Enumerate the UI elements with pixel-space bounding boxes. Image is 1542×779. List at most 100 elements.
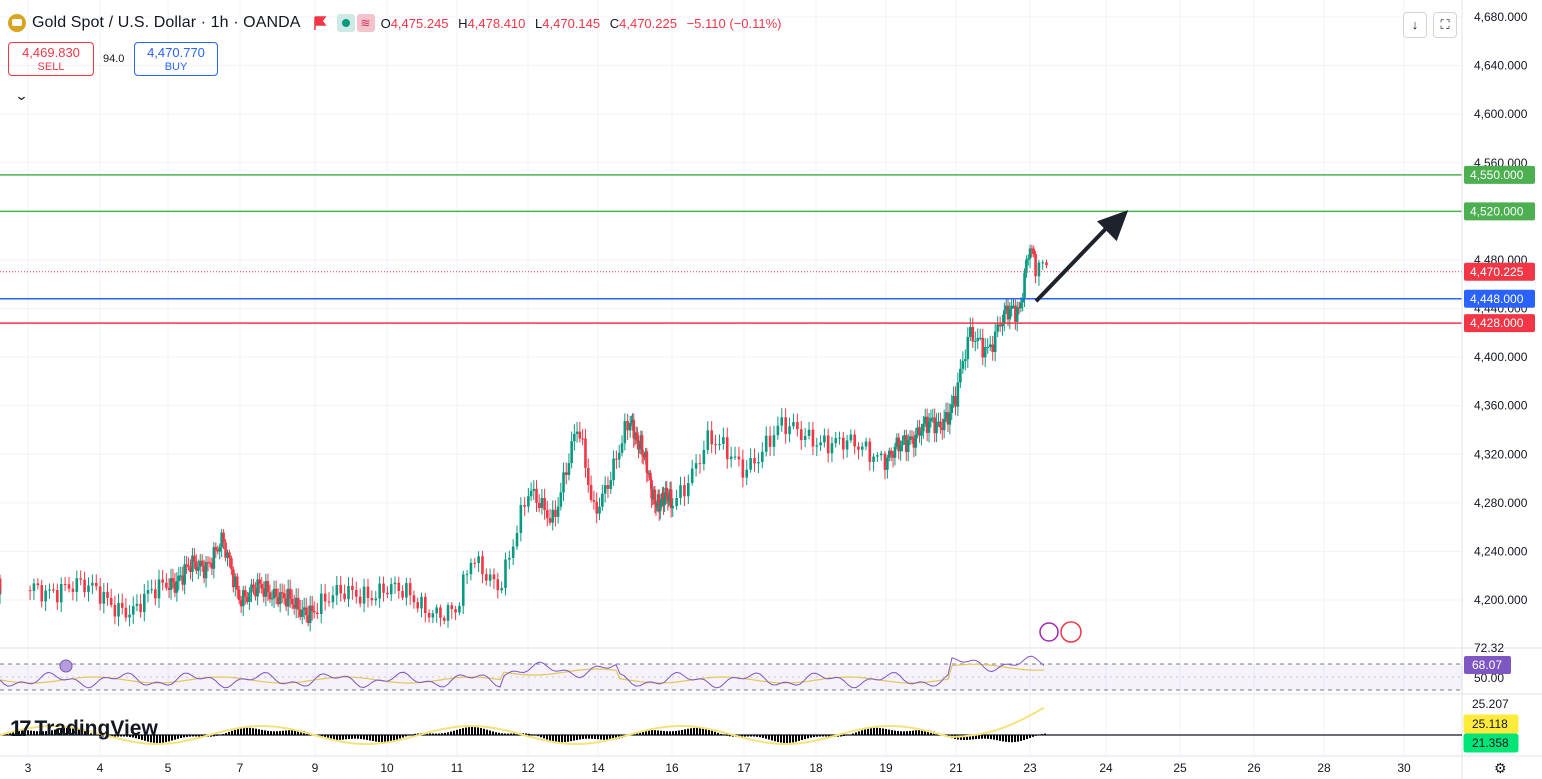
osc-bar bbox=[681, 729, 683, 735]
chart-header: Gold Spot / U.S. Dollar · 1h · OANDA ≋ O… bbox=[8, 14, 788, 32]
osc-bar bbox=[504, 733, 506, 735]
candle-body bbox=[584, 438, 587, 468]
osc-bar bbox=[486, 729, 488, 735]
arrow-shaft[interactable] bbox=[1034, 222, 1112, 303]
y-tick-label: 4,200.000 bbox=[1474, 593, 1528, 607]
candle-body bbox=[645, 451, 649, 473]
candle-body bbox=[358, 596, 362, 604]
x-tick-label: 16 bbox=[665, 761, 679, 775]
candle-body bbox=[435, 607, 438, 614]
candle-body bbox=[91, 582, 94, 586]
osc-bar bbox=[270, 731, 272, 735]
candle-body bbox=[335, 585, 339, 596]
arrow-head[interactable] bbox=[1097, 210, 1129, 242]
candle-body bbox=[250, 584, 253, 593]
candle-body bbox=[637, 440, 640, 450]
candle-body bbox=[929, 418, 933, 422]
osc-bar bbox=[558, 735, 560, 743]
candle-body bbox=[248, 592, 251, 602]
candle-body bbox=[1025, 259, 1028, 273]
candle-body bbox=[1012, 305, 1015, 307]
download-icon[interactable]: ↓ bbox=[1403, 12, 1427, 38]
osc-bar bbox=[1026, 735, 1028, 740]
candle-body bbox=[423, 596, 427, 613]
candle-body bbox=[274, 588, 278, 597]
osc-bar bbox=[225, 733, 227, 735]
osc-bar bbox=[996, 735, 998, 741]
candle-body bbox=[971, 327, 975, 342]
osc-bar bbox=[768, 735, 770, 740]
osc-bar bbox=[51, 730, 53, 735]
candle-body bbox=[230, 558, 233, 570]
osc-bar bbox=[747, 735, 749, 737]
candle-body bbox=[212, 547, 216, 569]
osc-bar bbox=[495, 732, 497, 735]
candle-body bbox=[235, 576, 239, 590]
osc-bar bbox=[153, 735, 155, 743]
candle-body bbox=[532, 488, 536, 491]
candle-body bbox=[983, 347, 987, 358]
candle-body bbox=[714, 444, 717, 446]
osc-bar bbox=[165, 735, 167, 743]
osc-bar bbox=[882, 728, 884, 735]
tradingview-logo: 17 TradingView bbox=[10, 716, 158, 742]
candle-body bbox=[823, 435, 826, 443]
osc-bar bbox=[591, 735, 593, 739]
candle-body bbox=[655, 505, 659, 508]
candle-body bbox=[671, 506, 675, 509]
sell-button[interactable]: 4,469.830 SELL bbox=[8, 42, 94, 76]
lightning-event-icon[interactable] bbox=[1039, 622, 1059, 642]
candle-body bbox=[477, 556, 480, 564]
osc-bar bbox=[471, 727, 473, 735]
candle-body bbox=[1023, 272, 1026, 298]
candle-body bbox=[67, 584, 71, 589]
candle-body bbox=[876, 455, 879, 457]
candle-body bbox=[189, 567, 192, 573]
data-status-icon[interactable]: ≋ bbox=[356, 14, 375, 32]
candle-body bbox=[193, 555, 196, 562]
candle-body bbox=[319, 593, 323, 614]
market-open-icon[interactable] bbox=[336, 14, 355, 32]
osc-bar bbox=[363, 735, 365, 740]
osc-bar bbox=[1020, 735, 1022, 741]
osc-bar bbox=[258, 729, 260, 735]
fullscreen-icon[interactable]: ⛶ bbox=[1433, 12, 1457, 38]
candle-body bbox=[481, 556, 484, 575]
candle-body bbox=[933, 417, 936, 434]
osc-bar bbox=[537, 735, 539, 737]
osc-bar bbox=[804, 735, 806, 740]
osc-bar bbox=[912, 730, 914, 735]
osc-bar bbox=[351, 735, 353, 739]
candle-body bbox=[232, 569, 235, 588]
candle-body bbox=[912, 438, 916, 448]
candle-body bbox=[741, 459, 745, 478]
osc-bar bbox=[291, 730, 293, 735]
candle-body bbox=[135, 603, 139, 607]
symbol-title[interactable]: Gold Spot / U.S. Dollar · 1h · OANDA bbox=[32, 14, 301, 31]
osc-bar bbox=[171, 735, 173, 741]
candle-body bbox=[636, 432, 639, 441]
settings-gear-icon[interactable]: ⚙ bbox=[1494, 760, 1507, 776]
osc-bar bbox=[978, 735, 980, 739]
candle-body bbox=[722, 437, 725, 444]
osc-bar bbox=[750, 735, 752, 737]
level-tag bbox=[1464, 262, 1535, 281]
osc-bar bbox=[876, 727, 878, 735]
us-flag-event-icon[interactable] bbox=[1060, 621, 1082, 643]
rsi-settings-icon[interactable] bbox=[59, 659, 73, 673]
osc-bar bbox=[798, 735, 800, 741]
chevron-down-icon[interactable]: ⌄ bbox=[14, 88, 29, 103]
osc-bar bbox=[483, 728, 485, 735]
candle-body bbox=[106, 591, 109, 598]
candle-body bbox=[737, 456, 741, 460]
buy-button[interactable]: 4,470.770 BUY bbox=[134, 42, 218, 76]
osc-bar bbox=[816, 735, 818, 737]
candle-body bbox=[573, 433, 576, 442]
osc-bar bbox=[267, 730, 269, 735]
candle-body bbox=[842, 437, 845, 450]
candle-body bbox=[543, 498, 546, 511]
osc-bar bbox=[990, 735, 992, 740]
osc-bar bbox=[888, 729, 890, 735]
osc-bar bbox=[1002, 735, 1004, 742]
